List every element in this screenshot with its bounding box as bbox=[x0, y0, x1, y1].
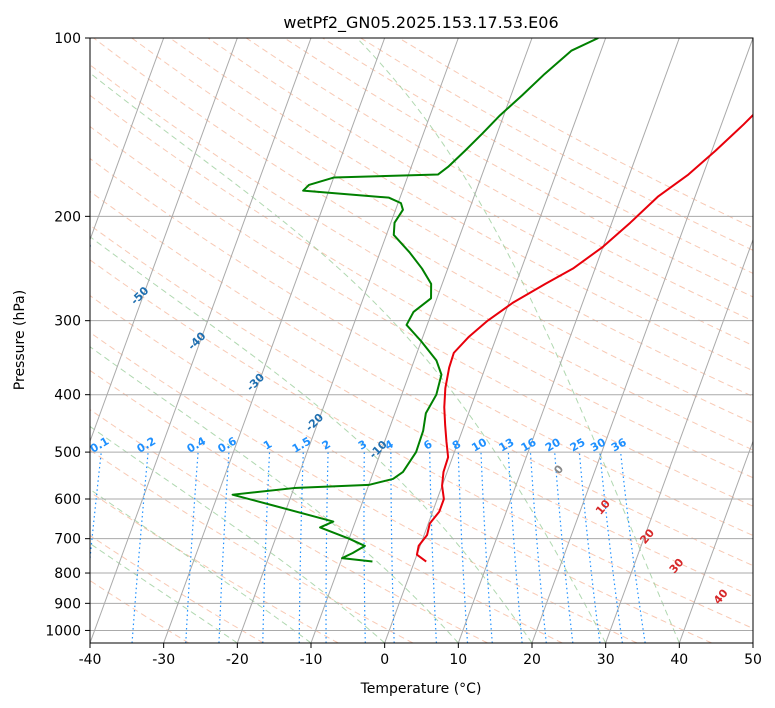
mixing-ratio-line bbox=[390, 452, 395, 643]
dry-adiabat-line bbox=[245, 38, 753, 322]
y-tick-label: 300 bbox=[54, 314, 81, 330]
isotherm-line bbox=[90, 38, 312, 643]
dry-adiabat-line bbox=[90, 491, 339, 643]
dewpoint-profile-line bbox=[231, 38, 599, 563]
mixing-ratio-line bbox=[262, 452, 271, 643]
x-axis-title: Temperature (°C) bbox=[360, 681, 482, 697]
isotherm-line bbox=[90, 38, 165, 242]
x-tick-label: 20 bbox=[523, 652, 541, 668]
y-tick-label: 1000 bbox=[45, 623, 81, 639]
mixing-ratio-lines bbox=[90, 452, 646, 643]
moist-adiabat-line bbox=[90, 542, 238, 643]
x-tick-label: -30 bbox=[152, 652, 175, 668]
y-tick-label: 700 bbox=[54, 532, 81, 548]
x-tick-label: -10 bbox=[300, 652, 323, 668]
dry-adiabat-line bbox=[90, 64, 753, 451]
moist-adiabat-line bbox=[90, 72, 607, 643]
chart-title: wetPf2_GN05.2025.153.17.53.E06 bbox=[283, 13, 558, 33]
y-tick-label: 600 bbox=[54, 492, 81, 508]
isotherm-line bbox=[457, 38, 680, 643]
dry-adiabat-line bbox=[131, 38, 753, 398]
moist-adiabat-line bbox=[90, 425, 386, 643]
x-tick-label: 30 bbox=[597, 652, 615, 668]
mixing-ratio-line bbox=[429, 452, 438, 643]
profile-layer bbox=[231, 38, 753, 563]
dry-adiabat-line bbox=[90, 224, 753, 598]
x-tick-label: 10 bbox=[449, 652, 467, 668]
moist-adiabat-line bbox=[90, 236, 533, 643]
grid-layer bbox=[90, 38, 753, 643]
isotherm-line bbox=[678, 439, 753, 643]
dry-adiabat-line bbox=[90, 295, 712, 643]
x-tick-label: 40 bbox=[670, 652, 688, 668]
isobars bbox=[90, 38, 753, 631]
dry-adiabat-line bbox=[90, 125, 753, 507]
isotherm-line bbox=[605, 238, 753, 643]
mixing-ratio-line bbox=[325, 452, 329, 643]
moist-adiabat-line bbox=[356, 38, 680, 643]
mixing-ratio-line bbox=[507, 452, 523, 643]
mixing-ratio-line bbox=[599, 452, 623, 643]
plot-frame bbox=[89, 37, 754, 644]
x-tick-label: -20 bbox=[226, 652, 249, 668]
dry-adiabat-line bbox=[90, 409, 488, 643]
mixing-ratio-line bbox=[131, 452, 149, 643]
mixing-ratio-line bbox=[529, 452, 547, 643]
isotherm-line bbox=[236, 38, 459, 643]
x-tick-label: -40 bbox=[79, 652, 102, 668]
mixing-ratio-line bbox=[298, 452, 304, 643]
dry-adiabat-line bbox=[90, 534, 264, 643]
dry-adiabat-line bbox=[90, 369, 563, 643]
mixing-ratio-line bbox=[457, 452, 469, 643]
dry-adiabat-line bbox=[93, 38, 753, 424]
x-tick-label: 50 bbox=[744, 652, 762, 668]
dry-adiabat-line bbox=[207, 38, 753, 347]
y-tick-label: 900 bbox=[54, 596, 81, 612]
dry-adiabat-line bbox=[90, 157, 753, 537]
mixing-ratio-line bbox=[578, 452, 601, 643]
mixing-ratio-line bbox=[620, 452, 646, 643]
mixing-ratio-line bbox=[554, 452, 574, 643]
y-tick-label: 800 bbox=[54, 566, 81, 582]
x-tick-label: 0 bbox=[380, 652, 389, 668]
mixing-ratio-line bbox=[480, 452, 493, 643]
mixing-ratio-line bbox=[185, 452, 199, 643]
y-tick-label: 400 bbox=[54, 388, 81, 404]
isotherm-line bbox=[531, 38, 753, 643]
y-tick-label: 100 bbox=[54, 31, 81, 47]
y-tick-label: 200 bbox=[54, 209, 81, 225]
y-axis-title: Pressure (hPa) bbox=[12, 290, 28, 390]
isotherm-line bbox=[90, 38, 238, 443]
temperature-profile-line bbox=[415, 113, 753, 563]
y-tick-label: 500 bbox=[54, 445, 81, 461]
dry-adiabat-line bbox=[90, 259, 753, 629]
mixing-ratio-line bbox=[218, 452, 230, 643]
mixing-ratio-line bbox=[363, 452, 366, 643]
axes-layer: -40 -30 -20 -10 0 10 20 30 40 50 100 200 300 400 500 60… bbox=[45, 31, 762, 668]
isotherm-line bbox=[163, 38, 386, 643]
